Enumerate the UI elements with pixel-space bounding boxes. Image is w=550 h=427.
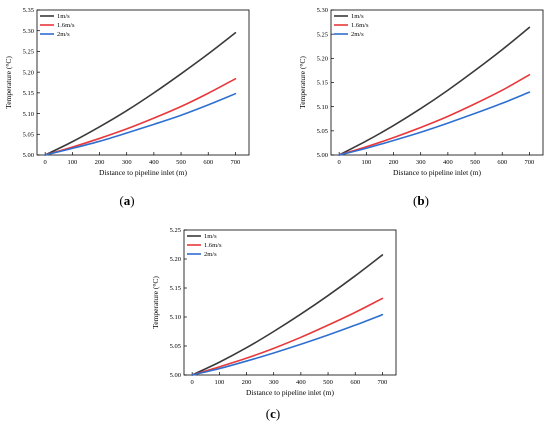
y-tick-label: 5.00 — [23, 152, 34, 159]
x-tick-label: 500 — [470, 159, 480, 166]
panel-letter: b — [417, 193, 424, 208]
x-tick-label: 500 — [176, 159, 186, 166]
x-tick-label: 400 — [149, 159, 159, 166]
y-axis-label: Temperature (°C) — [4, 56, 13, 109]
panel-label-a: (a) — [119, 193, 134, 208]
series-line-3 — [338, 91, 531, 156]
x-tick-label: 300 — [269, 379, 279, 386]
x-tick-label: 700 — [231, 159, 241, 166]
x-tick-label: 100 — [214, 379, 224, 386]
x-tick-label: 300 — [416, 159, 426, 166]
x-tick-label: 200 — [389, 159, 399, 166]
y-axis-label: Temperature (°C) — [298, 56, 307, 109]
panel-letter: c — [270, 406, 276, 421]
legend-label: 1.6m/s — [57, 22, 75, 29]
legend-label: 2m/s — [204, 251, 217, 258]
y-tick-label: 5.30 — [317, 7, 328, 14]
x-tick-label: 0 — [191, 379, 194, 386]
plot-frame — [183, 229, 397, 376]
x-tick-label: 500 — [323, 379, 333, 386]
x-tick-label: 600 — [350, 379, 360, 386]
y-tick-label: 5.10 — [317, 104, 328, 111]
chart-panel-a: 0 100 200 300 400 500 600 700 5.00 5.05 5.10 5.15 5.… — [4, 7, 250, 177]
panel-paren-open: ( — [119, 193, 123, 208]
y-tick-label: 5.25 — [317, 31, 328, 38]
x-tick-label: 300 — [122, 159, 132, 166]
y-tick-label: 5.10 — [170, 314, 181, 321]
x-tick-label: 0 — [338, 159, 341, 166]
panel-paren-open: ( — [413, 193, 417, 208]
series-line-1 — [191, 254, 384, 376]
x-tick-label: 600 — [203, 159, 213, 166]
x-tick-label: 200 — [242, 379, 252, 386]
y-tick-label: 5.15 — [23, 90, 34, 97]
legend-label: 1m/s — [204, 233, 217, 240]
y-tick-label: 5.15 — [170, 285, 181, 292]
x-tick-label: 400 — [443, 159, 453, 166]
x-axis-label: Distance to pipeline inlet (m) — [246, 388, 334, 397]
series-line-2 — [338, 73, 531, 156]
series-line-2 — [44, 77, 237, 156]
chart-panel-c: 0 100 200 300 400 500 600 700 5.00 5.05 5.10 5.15 5.… — [151, 227, 397, 397]
series-line-3 — [44, 92, 237, 156]
y-tick-label: 5.00 — [317, 152, 328, 159]
panel-paren-close: ) — [130, 193, 134, 208]
x-tick-label: 700 — [378, 379, 388, 386]
legend-label: 2m/s — [351, 31, 364, 38]
series-line-1 — [338, 26, 531, 156]
series-line-2 — [191, 297, 384, 376]
y-tick-label: 5.20 — [23, 69, 34, 76]
y-tick-label: 5.15 — [317, 80, 328, 87]
panel-paren-open: ( — [266, 406, 270, 421]
series-line-1 — [44, 31, 237, 156]
y-tick-label: 5.20 — [170, 256, 181, 263]
x-tick-label: 600 — [497, 159, 507, 166]
x-axis-label: Distance to pipeline inlet (m) — [99, 168, 187, 177]
y-tick-label: 5.05 — [23, 131, 34, 138]
chart-panel-b: 0 100 200 300 400 500 600 700 5.00 5.05 5.10 5.15 5.… — [298, 7, 544, 177]
panel-paren-close: ) — [425, 193, 429, 208]
y-tick-label: 5.35 — [23, 7, 34, 14]
legend-label: 1.6m/s — [204, 242, 222, 249]
series-line-3 — [191, 313, 384, 376]
y-tick-label: 5.25 — [170, 227, 181, 234]
y-tick-label: 5.10 — [23, 111, 34, 118]
x-tick-label: 100 — [361, 159, 371, 166]
panel-label-b: (b) — [413, 193, 429, 208]
legend-label: 1m/s — [57, 13, 70, 20]
plot-frame — [36, 9, 250, 156]
x-tick-label: 700 — [525, 159, 535, 166]
y-tick-label: 5.30 — [23, 28, 34, 35]
y-tick-label: 5.00 — [170, 372, 181, 379]
x-tick-label: 200 — [95, 159, 105, 166]
legend-label: 1.6m/s — [351, 22, 369, 29]
y-tick-label: 5.05 — [317, 128, 328, 135]
y-tick-label: 5.05 — [170, 343, 181, 350]
y-axis-label: Temperature (°C) — [151, 276, 160, 329]
panel-paren-close: ) — [276, 406, 280, 421]
x-tick-label: 0 — [44, 159, 47, 166]
x-tick-label: 400 — [296, 379, 306, 386]
x-axis-label: Distance to pipeline inlet (m) — [393, 168, 481, 177]
x-tick-label: 100 — [67, 159, 77, 166]
y-tick-label: 5.20 — [317, 56, 328, 63]
panel-label-c: (c) — [266, 406, 280, 421]
y-tick-label: 5.25 — [23, 49, 34, 56]
legend-label: 2m/s — [57, 31, 70, 38]
panel-letter: a — [124, 193, 131, 208]
legend-label: 1m/s — [351, 13, 364, 20]
